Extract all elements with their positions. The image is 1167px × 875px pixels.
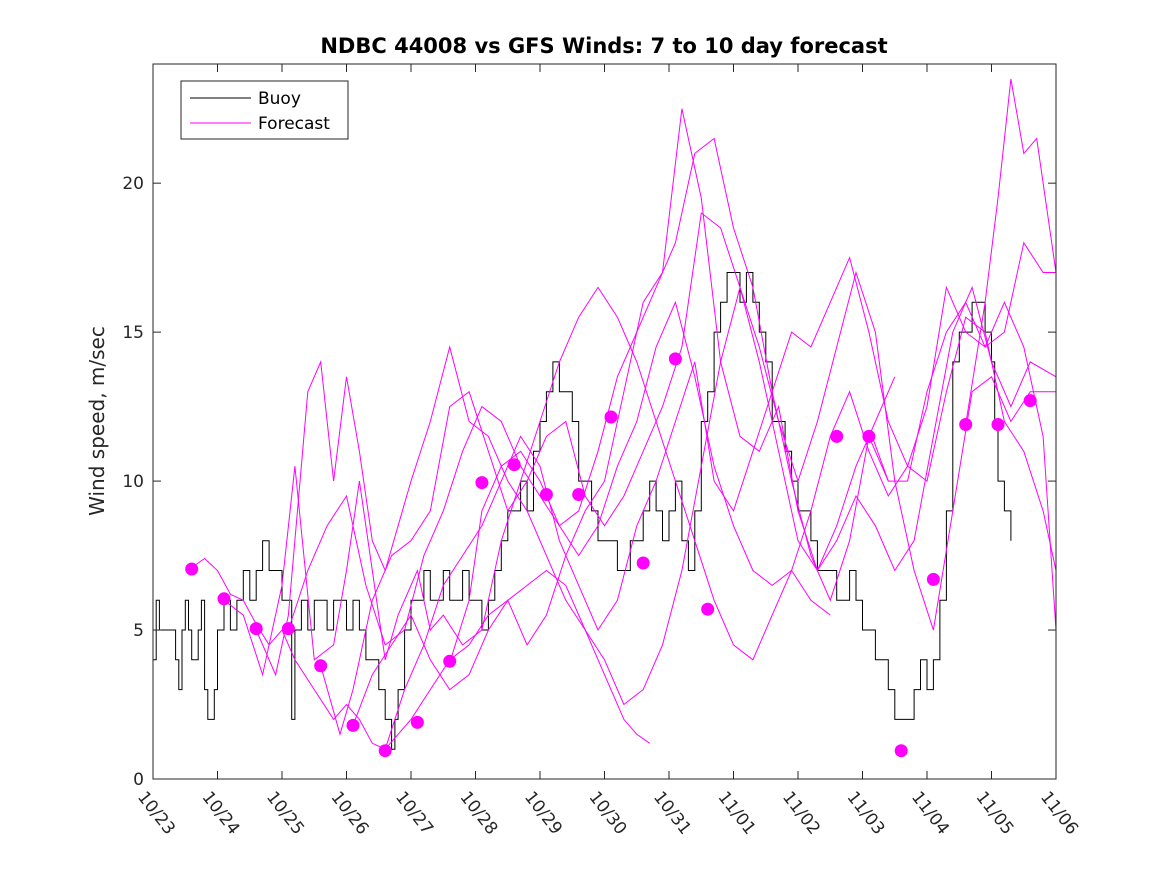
forecast-marker [249,622,263,636]
forecast-marker [636,556,650,570]
y-tick-label: 10 [122,472,144,492]
forecast-marker [701,602,715,616]
forecast-marker [475,476,489,490]
forecast-marker [281,622,295,636]
forecast-marker [926,572,940,586]
forecast-marker [346,718,360,732]
series-line-forecast-run-1 [191,557,650,750]
forecast-marker [378,744,392,758]
forecast-marker [959,418,973,431]
y-tick-label: 5 [133,621,144,641]
forecast-marker [604,410,618,424]
legend: Buoy Forecast [180,80,349,140]
legend-label-forecast: Forecast [258,114,330,134]
forecast-marker [314,659,328,673]
markers-group [185,352,1037,758]
chart-title: NDBC 44008 vs GFS Winds: 7 to 10 day for… [320,34,887,58]
forecast-marker [1023,394,1037,408]
series-line-forecast-run-3 [255,285,896,706]
forecast-marker [862,429,876,443]
legend-box [180,80,349,140]
y-tick-label: 0 [133,770,144,790]
series-line-forecast-run-5 [320,212,1056,737]
forecast-marker [539,488,553,501]
forecast-marker [443,654,457,668]
series-line-forecast-run-9 [871,301,1057,631]
y-axis-label: Wind speed, m/sec [85,326,109,516]
y-tick-label: 15 [122,323,144,343]
legend-label-buoy: Buoy [258,89,301,109]
forecast-marker [572,488,586,501]
series-line-forecast-run-10 [965,78,1057,425]
series-line-forecast-run-4 [287,137,889,646]
forecast-marker [185,562,199,576]
forecast-marker [217,592,231,606]
y-tick-label: 20 [122,174,144,194]
y-axis: 0 5 10 15 20 [122,174,1056,790]
forecast-marker [991,418,1005,431]
series-line-forecast-run-6 [352,108,1057,726]
forecast-marker [894,744,908,758]
series-line-buoy [153,272,1012,750]
forecast-marker [410,715,424,729]
series-group [153,78,1057,750]
series-line-forecast-run-2 [223,286,831,677]
forecast-marker [830,429,844,443]
forecast-marker [507,458,521,472]
forecast-marker [668,352,682,366]
